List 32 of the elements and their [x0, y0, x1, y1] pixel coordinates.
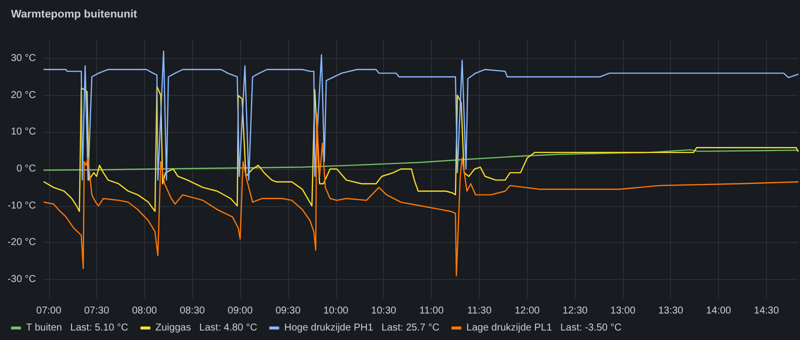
y-tick-label: -10 °C — [8, 200, 36, 212]
y-tick-label: -30 °C — [8, 274, 36, 286]
x-tick-label: 11:00 — [419, 306, 444, 316]
chart-title: Warmtepomp buitenunit — [11, 8, 138, 20]
line-series — [43, 113, 799, 276]
legend-label: Lage drukzijde PL1 Last: -3.50 °C — [466, 322, 622, 334]
x-tick-label: 12:00 — [514, 306, 540, 316]
legend-label: Zuiggas Last: 4.80 °C — [155, 322, 258, 334]
x-tick-label: 12:30 — [562, 306, 588, 316]
x-tick-label: 14:30 — [754, 306, 780, 316]
line-series — [43, 149, 799, 171]
y-tick-label: 30 °C — [10, 52, 36, 64]
x-tick-label: 08:00 — [132, 306, 158, 316]
x-tick-label: 09:30 — [275, 306, 301, 316]
x-tick-label: 07:30 — [84, 306, 110, 316]
x-tick-label: 10:00 — [323, 306, 349, 316]
line-series — [43, 50, 799, 181]
x-tick-label: 11:30 — [467, 306, 492, 316]
line-series — [43, 85, 799, 212]
y-tick-label: 0 °C — [16, 164, 36, 174]
y-tick-label: 10 °C — [10, 126, 36, 138]
x-tick-label: 14:00 — [706, 306, 732, 316]
x-tick-label: 13:00 — [610, 306, 636, 316]
x-tick-label: 09:00 — [228, 306, 254, 316]
x-tick-label: 08:30 — [180, 306, 206, 316]
y-tick-label: 20 °C — [10, 90, 36, 101]
x-tick-label: 07:00 — [36, 306, 62, 316]
legend-label: T buiten Last: 5.10 °C — [26, 322, 128, 334]
x-tick-label: 13:30 — [658, 306, 684, 316]
x-tick-label: 10:30 — [371, 306, 397, 316]
legend-label: Hoge drukzijde PH1 Last: 25.7 °C — [284, 322, 440, 334]
y-tick-label: -20 °C — [8, 237, 36, 248]
